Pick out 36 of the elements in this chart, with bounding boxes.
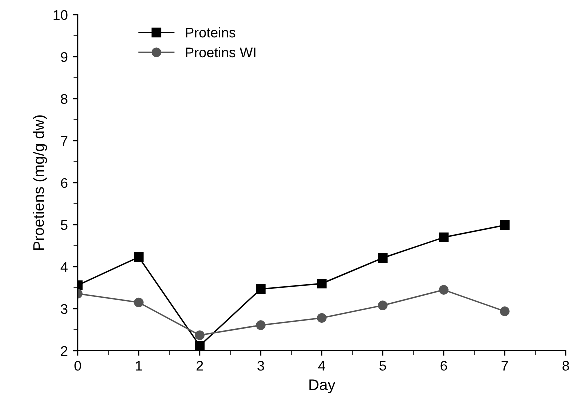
point [195, 330, 205, 340]
point [317, 278, 327, 289]
y-axis-title: Proetiens (mg/g dw) [33, 116, 48, 250]
point [256, 320, 266, 330]
x-tick-label: 1 [136, 361, 142, 371]
point [500, 220, 510, 230]
y-tick-label: 6 [61, 178, 68, 188]
point [195, 341, 205, 351]
legend-label: Proetins WI [186, 47, 256, 58]
legend-label: Proteins [186, 28, 236, 38]
point [378, 300, 388, 310]
y-tick-label: 8 [61, 94, 68, 104]
point [500, 306, 510, 316]
x-tick-label: 0 [74, 361, 82, 371]
x-tick-label: 3 [258, 361, 264, 371]
y-tick-label: 2 [61, 346, 68, 356]
point [134, 298, 144, 308]
y-tick-label: 9 [61, 52, 68, 62]
x-tick-label: 5 [380, 361, 386, 371]
x-tick-label: 7 [502, 361, 508, 371]
y-tick-label: 3 [61, 304, 68, 314]
x-tick-label: 4 [318, 361, 326, 371]
y-tick-label: 5 [61, 220, 68, 230]
x-tick-label: 2 [196, 361, 204, 371]
y-tick-label: 4 [60, 262, 68, 272]
y-tick-label: 10 [54, 10, 68, 20]
point [439, 232, 449, 242]
point [256, 284, 266, 294]
x-tick-label: 8 [562, 361, 570, 371]
x-tick-label: 6 [440, 361, 448, 371]
point [317, 313, 327, 324]
point [134, 252, 144, 262]
y-tick-label: 7 [61, 136, 68, 146]
point [439, 285, 449, 295]
point [378, 253, 388, 264]
x-axis-title: Day [310, 380, 336, 394]
